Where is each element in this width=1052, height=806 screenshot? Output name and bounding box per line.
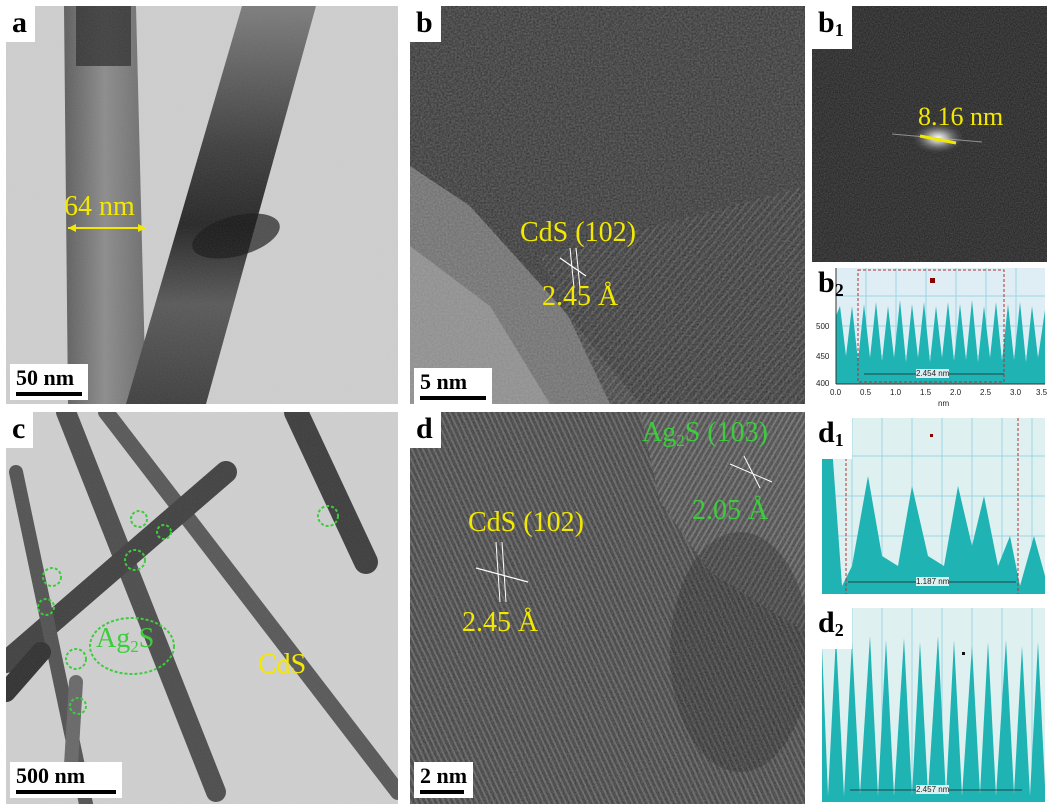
scale-bar-c: 500 nm	[10, 762, 122, 798]
tem-image-nanowires	[6, 412, 398, 804]
ag2s-label-c: Ag2S	[96, 623, 155, 657]
cds-spacing-label-d: 2.45 Å	[462, 607, 539, 638]
intensity-profile-d1	[822, 418, 1045, 594]
hrtem-image-cds	[410, 6, 805, 404]
intensity-profile-d2	[822, 608, 1045, 802]
b2-ytick-500: 500	[816, 322, 830, 331]
scale-bar-c-label: 500 nm	[16, 763, 86, 788]
panel-label-b1: b1	[812, 6, 852, 49]
cds-spacing-label-b: 2.45 Å	[542, 281, 619, 312]
profile-d2-span-label: 2.457 nm	[916, 785, 950, 794]
scale-bar-b: 5 nm	[414, 368, 492, 404]
cds-plane-label-d: CdS (102)	[468, 507, 584, 538]
scale-bar-a-line	[16, 392, 82, 396]
fft-measure-label: 8.16 nm	[918, 102, 1004, 131]
scale-bar-a-label: 50 nm	[16, 365, 75, 390]
b2-ytick-450: 450	[816, 352, 830, 361]
b2-ytick-400: 400	[816, 379, 830, 388]
profile-b2-span-label: 2.454 nm	[916, 369, 950, 378]
scale-bar-a: 50 nm	[10, 364, 88, 400]
panel-d: d CdS (102) 2.45 Å Ag2S (103) 2.05 Å 2 n…	[410, 412, 805, 804]
panel-a: a 64 nm 50 nm	[6, 6, 398, 404]
panel-label-c: c	[6, 412, 34, 448]
b2-xtick: 1.0	[890, 388, 902, 397]
cds-label-c: CdS	[258, 649, 307, 680]
ag2s-spacing-label-d: 2.05 Å	[692, 495, 769, 526]
panel-label-d2: d2	[812, 606, 852, 649]
scale-bar-d-line	[420, 790, 464, 794]
b2-xtick: 3.5	[1036, 388, 1047, 397]
panel-label-b2: b2	[818, 266, 844, 300]
profile-d2-fill	[822, 636, 1045, 802]
ag2s-plane-label-d: Ag2S (103)	[642, 417, 768, 451]
b2-xtick: 3.0	[1010, 388, 1022, 397]
ag2s-markers	[37, 505, 339, 715]
profile-d1-fill	[822, 436, 1045, 594]
tem-image-nanorods	[6, 6, 398, 404]
panel-label-d1: d1	[812, 416, 852, 459]
profile-d1-span-label: 1.187 nm	[916, 577, 950, 586]
cds-plane-label-b: CdS (102)	[520, 217, 636, 248]
scale-bar-d-label: 2 nm	[420, 763, 468, 788]
b2-xtick: 2.0	[950, 388, 962, 397]
b2-xtick: 0.0	[830, 388, 842, 397]
panel-label-b: b	[410, 6, 441, 42]
profile-b2-fill	[836, 300, 1045, 384]
panel-d1: d1 1.187 nm	[812, 416, 1047, 596]
scale-bar-b-label: 5 nm	[420, 369, 468, 394]
intensity-profile-b2	[835, 268, 1045, 385]
hrtem-image-interface	[410, 412, 805, 804]
b2-xtick: 2.5	[980, 388, 992, 397]
panel-label-a: a	[6, 6, 35, 42]
scale-bar-b-line	[420, 396, 486, 400]
panel-b: b CdS (102) 2.45 Å 5 nm	[410, 6, 805, 404]
panel-b2: b2 2.454 nm 500 450 400 0.0 0.5 1.0 1.5 …	[812, 266, 1047, 412]
panel-label-d: d	[410, 412, 441, 448]
panel-d2: d2 2.457 nm	[812, 606, 1047, 804]
b2-xtick: 0.5	[860, 388, 872, 397]
panel-c: c Ag2S CdS 500 nm	[6, 412, 398, 804]
b2-xtick: 1.5	[920, 388, 932, 397]
scale-bar-c-line	[16, 790, 116, 794]
rod-width-label: 64 nm	[64, 191, 135, 222]
b2-xunit: nm	[938, 399, 950, 408]
scale-bar-d: 2 nm	[414, 762, 474, 798]
panel-b1: b1 8.16 nm	[812, 6, 1047, 262]
